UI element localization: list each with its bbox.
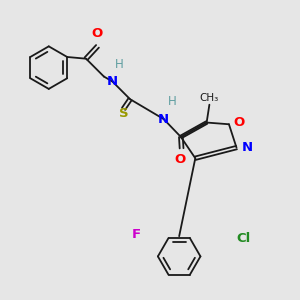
Text: O: O [233, 116, 244, 129]
Text: N: N [241, 141, 252, 154]
Text: F: F [132, 228, 141, 241]
Text: N: N [107, 75, 118, 88]
Text: S: S [119, 107, 128, 121]
Text: N: N [158, 112, 169, 126]
Text: Cl: Cl [237, 232, 251, 245]
Text: O: O [174, 153, 185, 167]
Text: O: O [92, 27, 103, 40]
Text: H: H [115, 58, 124, 71]
Text: H: H [168, 95, 177, 108]
Text: CH₃: CH₃ [200, 93, 219, 103]
